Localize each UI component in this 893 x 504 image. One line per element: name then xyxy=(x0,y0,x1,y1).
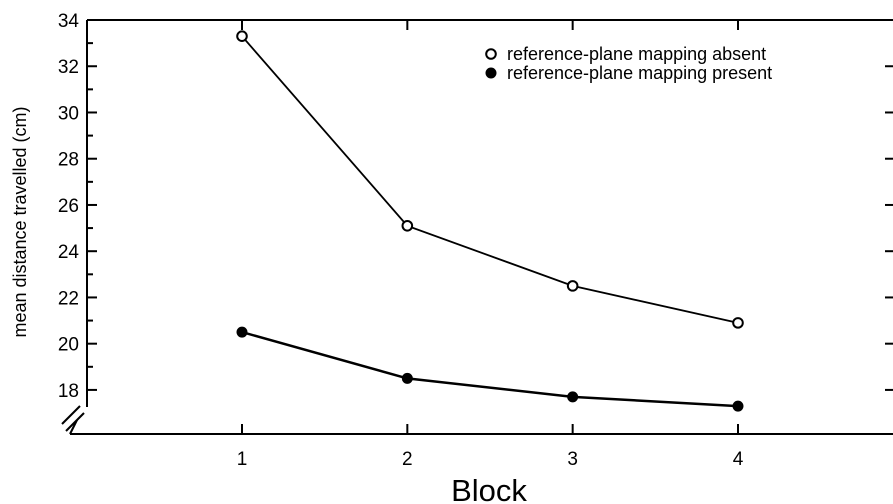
legend: reference-plane mapping absent reference… xyxy=(485,44,772,83)
y-tick-label: 32 xyxy=(58,57,79,78)
series-line-absent xyxy=(241,35,739,324)
y-tick-label: 18 xyxy=(58,381,79,402)
y-tick-label: 26 xyxy=(58,196,79,217)
y-tick-label: 30 xyxy=(58,103,79,124)
y-tick-label: 22 xyxy=(58,288,79,309)
legend-label-absent: reference-plane mapping absent xyxy=(507,44,766,64)
y-tick-label: 28 xyxy=(58,150,79,171)
data-point-open xyxy=(401,219,414,232)
y-tick-label: 20 xyxy=(58,335,79,356)
x-tick-label: 4 xyxy=(733,449,744,470)
y-tick-label: 34 xyxy=(58,11,80,32)
axis-break-mark xyxy=(61,405,81,425)
y-axis-label: mean distance travelled (cm) xyxy=(10,106,30,337)
data-point-open xyxy=(236,30,248,42)
axis-break-mark xyxy=(65,412,85,432)
y-axis-ticks: 18 20 22 24 26 28 30 32 34 xyxy=(58,11,893,402)
series-line-present xyxy=(241,330,739,408)
data-point-open xyxy=(732,317,744,329)
series-layer xyxy=(236,30,744,412)
x-axis-ticks: 1 2 3 4 xyxy=(237,20,744,470)
data-point-filled xyxy=(732,400,744,412)
data-point-open xyxy=(566,280,579,292)
axes xyxy=(61,19,893,435)
y-tick-label: 24 xyxy=(58,242,80,263)
x-tick-label: 1 xyxy=(237,449,248,470)
data-point-filled xyxy=(236,326,248,338)
x-tick-label: 3 xyxy=(567,449,578,470)
data-point-filled xyxy=(567,391,579,403)
legend-marker-filled-circle xyxy=(485,67,497,79)
x-tick-label: 2 xyxy=(402,449,413,470)
legend-label-present: reference-plane mapping present xyxy=(507,63,772,83)
legend-marker-open-circle xyxy=(485,48,497,60)
data-point-filled xyxy=(401,372,413,384)
x-axis-label: Block xyxy=(451,473,527,504)
